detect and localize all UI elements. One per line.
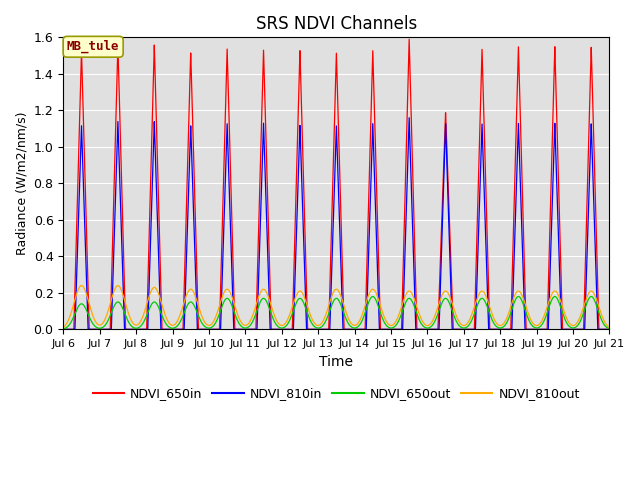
NDVI_810in [383, 326, 390, 332]
NDVI_810out [114, 283, 122, 288]
NDVI_650in [493, 326, 501, 332]
NDVI_810out [493, 321, 501, 327]
NDVI_650out [493, 324, 501, 330]
Line: NDVI_810in: NDVI_810in [63, 118, 609, 329]
Line: NDVI_650out: NDVI_650out [63, 297, 609, 329]
NDVI_810in [60, 326, 67, 332]
NDVI_650out [60, 326, 67, 332]
Line: NDVI_810out: NDVI_810out [63, 286, 609, 327]
NDVI_810in [257, 200, 265, 205]
NDVI_650in [406, 80, 414, 86]
Legend: NDVI_650in, NDVI_810in, NDVI_650out, NDVI_810out: NDVI_650in, NDVI_810in, NDVI_650out, NDV… [88, 382, 585, 405]
NDVI_650in [465, 326, 472, 332]
X-axis label: Time: Time [319, 355, 353, 369]
NDVI_810in [405, 115, 413, 120]
NDVI_650out [605, 326, 613, 332]
NDVI_650in [383, 326, 390, 332]
NDVI_650out [551, 294, 559, 300]
NDVI_810out [257, 288, 265, 294]
NDVI_810out [465, 319, 472, 325]
Text: MB_tule: MB_tule [67, 40, 120, 53]
NDVI_650in [257, 139, 265, 145]
NDVI_810in [87, 326, 95, 332]
NDVI_650out [465, 323, 472, 329]
Title: SRS NDVI Channels: SRS NDVI Channels [256, 15, 417, 33]
NDVI_650in [87, 326, 95, 332]
NDVI_650out [383, 323, 390, 328]
NDVI_650out [257, 298, 265, 303]
NDVI_650out [87, 317, 95, 323]
NDVI_810out [87, 306, 95, 312]
NDVI_650in [60, 326, 67, 332]
NDVI_650in [605, 326, 613, 332]
Line: NDVI_650in: NDVI_650in [63, 39, 609, 329]
NDVI_650in [405, 36, 413, 42]
NDVI_810in [493, 326, 501, 332]
NDVI_810in [605, 326, 613, 332]
NDVI_810out [406, 288, 414, 294]
NDVI_810in [406, 152, 414, 158]
NDVI_810out [383, 319, 390, 324]
Y-axis label: Radiance (W/m2/nm/s): Radiance (W/m2/nm/s) [15, 111, 28, 255]
NDVI_810in [465, 326, 472, 332]
NDVI_810out [605, 324, 613, 330]
NDVI_650out [406, 296, 414, 301]
NDVI_810out [60, 324, 67, 330]
